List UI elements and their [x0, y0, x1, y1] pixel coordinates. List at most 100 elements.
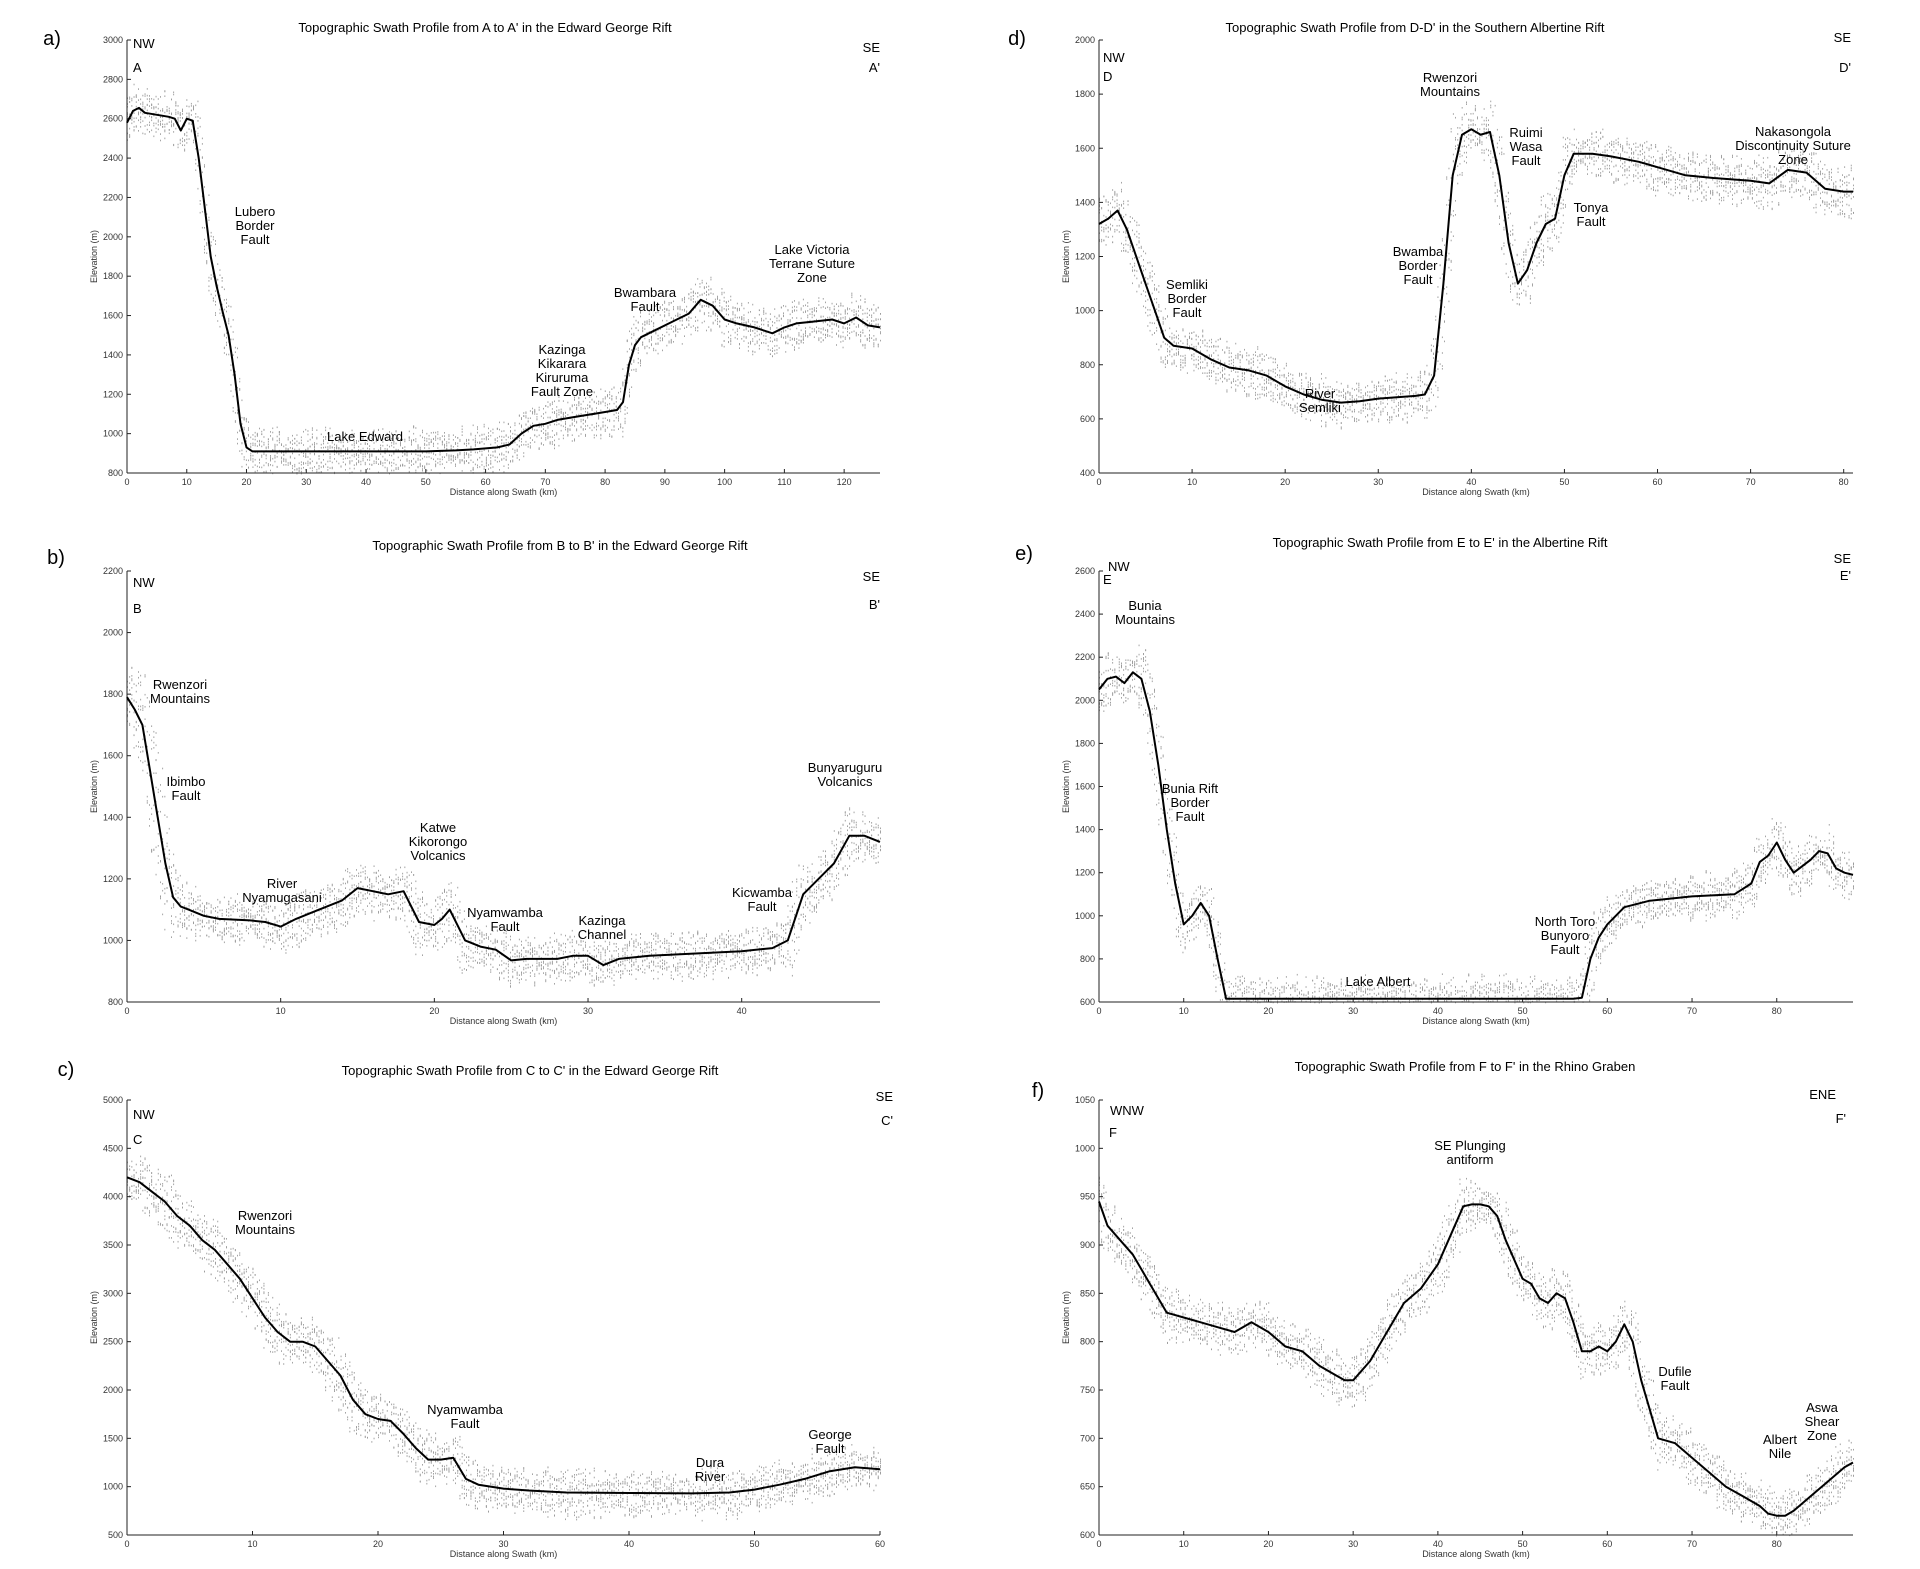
annotation: North Toro Bunyoro Fault	[1535, 914, 1595, 957]
x-tick-label: 0	[124, 1539, 129, 1549]
x-tick-label: 30	[1348, 1006, 1358, 1016]
x-tick-label: 60	[875, 1539, 885, 1549]
x-tick-label: 0	[124, 1006, 129, 1016]
end-point-label: E'	[1840, 568, 1851, 583]
profile-line	[126, 696, 881, 967]
x-tick-label: 10	[1179, 1539, 1189, 1549]
annotation: Bwamba Border Fault	[1393, 244, 1444, 287]
start-direction-label: NW	[1108, 559, 1130, 574]
y-axis-label: Elevation (m)	[1061, 760, 1071, 813]
end-direction-label: ENE	[1809, 1087, 1836, 1102]
y-tick-label: 1000	[103, 1482, 123, 1492]
x-axis-label: Distance along Swath (km)	[450, 1549, 558, 1559]
y-tick-label: 2200	[103, 566, 123, 576]
x-tick-label: 110	[777, 477, 791, 487]
end-point-label: A'	[869, 60, 880, 75]
y-tick-label: 750	[1080, 1385, 1095, 1395]
x-tick-label: 100	[717, 477, 732, 487]
y-tick-label: 2000	[103, 232, 123, 242]
y-tick-label: 2800	[103, 74, 123, 84]
y-tick-label: 1400	[103, 350, 123, 360]
y-tick-label: 1600	[1075, 143, 1095, 153]
y-tick-label: 2000	[103, 1385, 123, 1395]
annotation: Kicwamba Fault	[732, 885, 793, 914]
y-axis-label: Elevation (m)	[1061, 1291, 1071, 1344]
start-point-label: F	[1109, 1125, 1117, 1140]
profile-line	[1098, 671, 1854, 1000]
annotation: Lake Victoria Terrane Suture Zone	[769, 242, 855, 285]
x-tick-label: 120	[837, 477, 852, 487]
annotation: Nakasongola Discontinuity Suture Zone	[1735, 124, 1851, 167]
x-tick-label: 10	[1179, 1006, 1189, 1016]
y-tick-label: 1200	[1075, 252, 1095, 262]
start-direction-label: NW	[1103, 50, 1125, 65]
start-direction-label: NW	[133, 575, 155, 590]
x-tick-label: 30	[1373, 477, 1383, 487]
y-tick-label: 2000	[1075, 35, 1095, 45]
annotation: Rwenzori Mountains	[1420, 70, 1480, 99]
y-tick-label: 5000	[103, 1095, 123, 1105]
x-tick-label: 40	[1466, 477, 1476, 487]
start-direction-label: NW	[133, 36, 155, 51]
x-tick-label: 40	[361, 477, 371, 487]
annotation: River Nyamugasani	[242, 876, 322, 905]
y-tick-label: 1400	[1075, 197, 1095, 207]
annotation: Nyamwamba Fault	[427, 1402, 504, 1431]
x-tick-label: 40	[624, 1539, 634, 1549]
annotation: Aswa Shear Zone	[1805, 1400, 1840, 1443]
profile-line	[126, 1176, 881, 1495]
end-direction-label: SE	[863, 40, 881, 55]
y-tick-label: 1600	[103, 751, 123, 761]
panel-letter: a)	[43, 28, 61, 50]
annotation: Katwe Kikorongo Volcanics	[409, 820, 468, 863]
chart-panel-a: a) Topographic Swath Profile from A to A'…	[43, 20, 881, 497]
swath-scatter	[127, 666, 881, 988]
end-direction-label: SE	[876, 1089, 894, 1104]
annotation: Ruimi Wasa Fault	[1509, 125, 1543, 168]
y-tick-label: 1600	[1075, 782, 1095, 792]
x-tick-label: 20	[373, 1539, 383, 1549]
end-point-label: B'	[869, 597, 880, 612]
annotation: Bunia Rift Border Fault	[1162, 781, 1219, 824]
annotation: Kazinga Kikarara Kiruruma Fault Zone	[531, 342, 593, 399]
annotation: Tonya Fault	[1574, 200, 1609, 229]
x-tick-label: 80	[1772, 1006, 1782, 1016]
y-tick-label: 2200	[1075, 652, 1095, 662]
x-tick-label: 60	[481, 477, 491, 487]
annotation: River Semliki	[1299, 386, 1341, 415]
y-axis-label: Elevation (m)	[1061, 230, 1071, 283]
swath-scatter	[1099, 1176, 1854, 1537]
panel-letter: b)	[47, 547, 65, 569]
x-tick-label: 50	[421, 477, 431, 487]
y-tick-label: 1800	[103, 271, 123, 281]
y-tick-label: 3000	[103, 35, 123, 45]
x-axis-label: Distance along Swath (km)	[450, 487, 558, 497]
chart-title: Topographic Swath Profile from C to C' i…	[342, 1063, 719, 1078]
y-tick-label: 1400	[1075, 825, 1095, 835]
y-tick-label: 2500	[103, 1337, 123, 1347]
annotation: George Fault	[808, 1427, 851, 1456]
x-tick-label: 20	[242, 477, 252, 487]
chart-panel-b: b) Topographic Swath Profile from B to B'…	[47, 538, 882, 1026]
y-tick-label: 600	[1080, 997, 1095, 1007]
y-tick-label: 2600	[1075, 566, 1095, 576]
y-tick-label: 1000	[1075, 911, 1095, 921]
y-tick-label: 2000	[1075, 695, 1095, 705]
x-tick-label: 80	[1772, 1539, 1782, 1549]
x-tick-label: 70	[1687, 1006, 1697, 1016]
chart-panel-c: c) Topographic Swath Profile from C to C'…	[58, 1059, 894, 1559]
annotation: Rwenzori Mountains	[235, 1208, 295, 1237]
x-tick-label: 70	[540, 477, 550, 487]
annotation: SE Plunging antiform	[1434, 1138, 1506, 1167]
profile-line	[1098, 128, 1853, 404]
y-tick-label: 600	[1080, 1530, 1095, 1540]
start-point-label: D	[1103, 69, 1112, 84]
y-tick-label: 650	[1080, 1482, 1095, 1492]
y-tick-label: 2000	[103, 628, 123, 638]
y-tick-label: 1200	[1075, 868, 1095, 878]
start-point-label: E	[1103, 572, 1112, 587]
y-tick-label: 800	[1080, 954, 1095, 964]
x-tick-label: 40	[1433, 1006, 1443, 1016]
profile-line	[126, 106, 881, 453]
y-tick-label: 1000	[103, 935, 123, 945]
